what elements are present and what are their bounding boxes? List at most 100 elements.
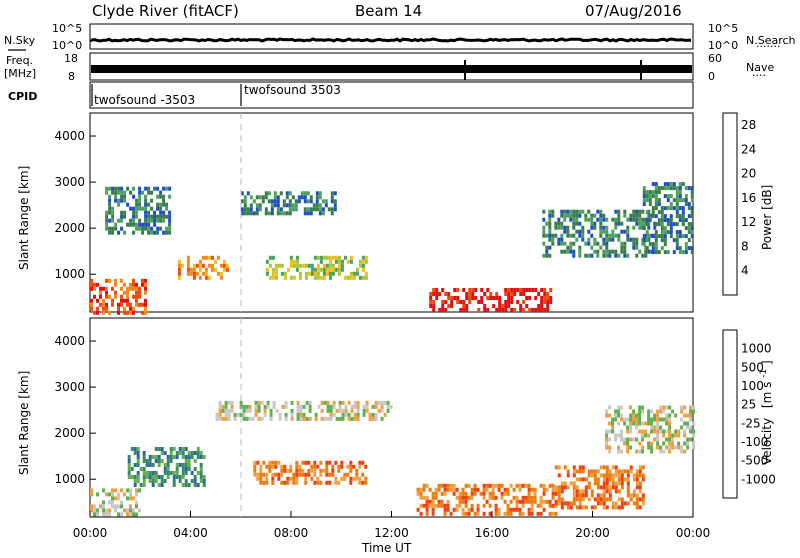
heat-cell [644,249,648,254]
heat-cell [138,218,142,223]
heat-cell [566,225,570,230]
heat-cell [274,460,278,465]
heat-cell [292,472,296,477]
heat-cell [307,472,311,477]
heat-cell [274,263,278,268]
heat-cell [548,245,552,250]
heat-cell [593,473,597,478]
heat-cell [132,496,135,501]
heat-cell [557,493,561,498]
heat-cell [498,304,502,308]
heat-cell [678,246,682,251]
heat-cell [506,511,510,516]
heat-cell [648,242,652,247]
heat-cell [243,211,247,216]
heat-cell [683,433,687,438]
heat-cell [581,493,585,498]
heat-cell [599,209,603,214]
heat-cell [105,190,109,195]
heat-cell [141,310,144,315]
heat-cell [198,267,202,272]
heat-cell [545,499,549,504]
heat-cell [166,459,170,463]
heat-cell [516,300,520,304]
heat-cell [105,222,109,227]
heat-cell [304,271,308,276]
heat-cell [617,497,621,502]
heat-cell [524,499,528,504]
heat-cell [148,471,152,475]
heat-cell [626,229,630,234]
heat-cell [668,433,672,438]
heat-cell [605,437,609,442]
heat-cell [308,408,312,413]
heat-cell [642,234,646,239]
heat-cell [144,194,148,199]
heat-cell [551,491,555,496]
heat-cell [545,249,549,254]
heat-cell [431,491,435,496]
heat-cell [172,475,176,479]
heat-cell [132,186,136,191]
heat-cell [660,238,664,243]
heat-cell [617,233,621,238]
heat-cell [364,275,368,280]
heat-cell [162,214,166,219]
heat-cell [304,460,308,465]
heat-cell [689,417,693,422]
heat-cell [515,499,519,504]
heat-cell [168,186,172,191]
heat-cell [242,412,246,417]
heat-cell [506,503,510,508]
heat-cell [306,191,310,196]
heat-cell [129,310,132,315]
heat-cell [316,271,320,276]
heat-cell [512,507,516,512]
heat-cell [329,404,333,409]
heat-cell [296,408,300,413]
heat-cell [309,195,313,200]
heat-cell [551,503,555,508]
heat-cell [669,194,673,199]
heat-cell [163,479,167,483]
heat-cell [654,250,658,255]
heat-cell [675,202,679,207]
heat-cell [132,210,136,215]
heat-cell [172,471,176,475]
heat-cell [111,492,114,497]
heat-cell [663,250,667,255]
heat-cell [611,473,615,478]
heat-cell [578,477,582,482]
heat-cell [593,237,597,242]
heat-cell [626,449,630,454]
heat-cell [135,282,138,287]
heat-cell [608,237,612,242]
heat-cell [566,485,570,490]
heat-cell [364,464,368,469]
noise-left-tick-bottom: 10^0 [52,39,82,52]
heat-cell [491,487,495,492]
heat-cell [560,233,564,238]
heat-cell [111,226,115,231]
heat-cell [551,213,555,218]
heat-cell [675,194,679,199]
heat-cell [494,503,498,508]
heat-cell [111,218,115,223]
heat-cell [672,206,676,211]
heat-cell [461,487,465,492]
heat-cell [540,296,544,300]
heat-cell [542,209,546,214]
heat-cell [623,249,627,254]
heat-cell [461,507,465,512]
heat-cell [332,412,336,417]
heat-cell [626,437,630,442]
heat-cell [105,306,108,311]
heat-cell [486,296,490,300]
heat-cell [162,218,166,223]
heat-cell [644,433,648,438]
heat-cell [596,241,600,246]
heat-cell [202,483,206,487]
heat-cell [286,480,290,485]
heat-cell [471,288,475,292]
heat-cell [349,464,353,469]
